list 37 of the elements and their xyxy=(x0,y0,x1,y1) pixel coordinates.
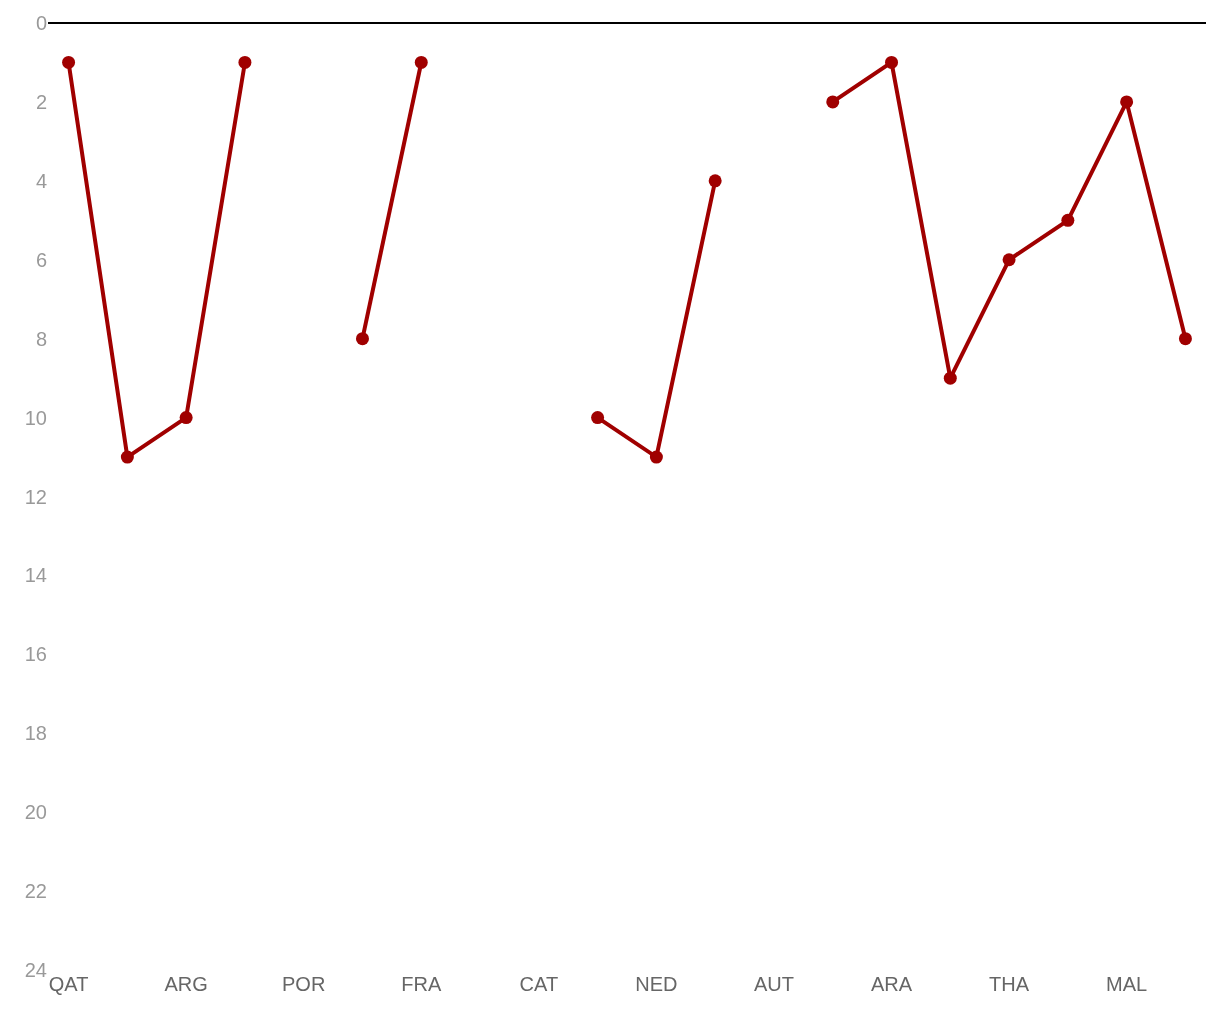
point xyxy=(1120,95,1134,109)
y-tick-label: 24 xyxy=(24,959,47,981)
point xyxy=(943,371,957,385)
y-tick-label: 16 xyxy=(24,643,47,666)
y-tick-label: 4 xyxy=(35,169,47,192)
y-tick-label: 6 xyxy=(35,248,47,271)
point xyxy=(708,174,722,188)
point xyxy=(885,55,899,69)
point xyxy=(649,450,663,464)
x-tick-label: QAT xyxy=(48,973,89,995)
y-tick-label: 2 xyxy=(35,90,47,113)
point xyxy=(120,450,134,464)
x-tick-label: NED xyxy=(635,973,678,995)
y-tick-label: 10 xyxy=(24,406,47,429)
point xyxy=(826,95,840,109)
y-tick-label: 22 xyxy=(24,880,47,903)
y-tick-label: 20 xyxy=(24,801,47,824)
y-tick-label: 8 xyxy=(35,327,47,350)
point xyxy=(238,55,252,69)
point xyxy=(1061,213,1075,227)
point xyxy=(62,55,76,69)
point xyxy=(1002,253,1016,267)
x-tick-label: FRA xyxy=(401,973,442,995)
x-tick-label: POR xyxy=(282,973,326,995)
x-tick-label: MAL xyxy=(1106,973,1148,995)
y-tick-label: 18 xyxy=(24,722,47,745)
y-tick-label: 14 xyxy=(24,564,47,587)
x-tick-label: AUT xyxy=(753,973,794,995)
x-tick-label: CAT xyxy=(519,973,559,995)
x-tick-label: ARA xyxy=(870,973,913,995)
point xyxy=(591,411,605,425)
x-tick-label: THA xyxy=(989,973,1030,995)
y-tick-label: 12 xyxy=(24,485,47,508)
point xyxy=(179,411,193,425)
y-tick-label: 0 xyxy=(35,12,47,34)
x-tick-label: ARG xyxy=(164,973,208,995)
point xyxy=(1178,332,1192,346)
